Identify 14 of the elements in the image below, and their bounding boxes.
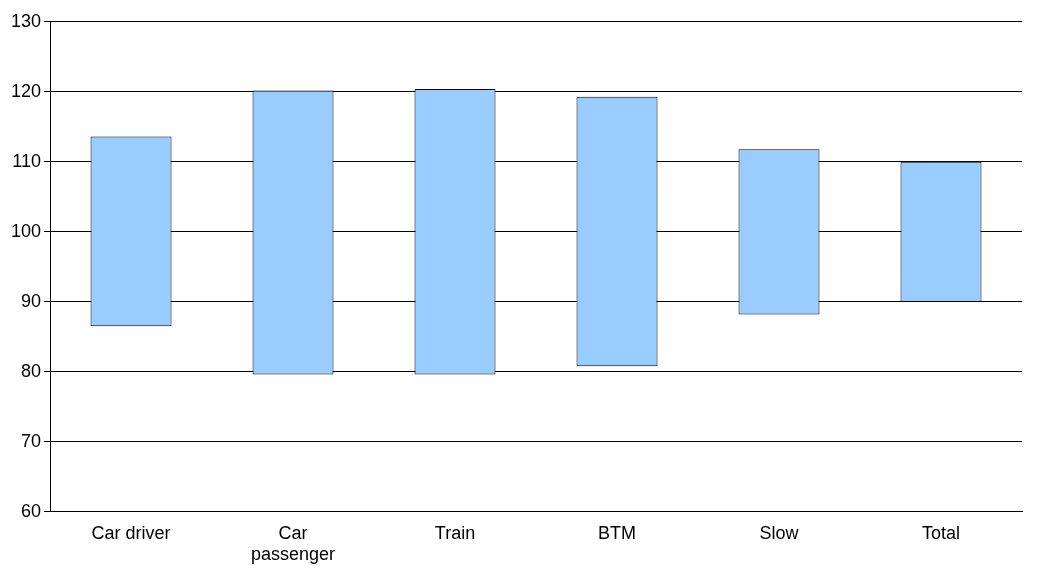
y-tick-label: 80 [21,360,42,381]
x-tick-label: Car driver [91,522,171,543]
x-tick-label: Train [434,522,476,543]
x-tick-label: BTM [598,522,637,543]
y-tick-label: 110 [12,150,42,171]
y-tick-label: 90 [21,290,42,311]
x-tick-label: Slow [759,522,800,543]
x-tick-label: Car passenger [250,522,336,565]
y-tick-label: 70 [21,430,42,451]
y-tick-label: 120 [10,80,42,101]
y-tick-label: 60 [21,500,42,521]
x-tick-label: Total [921,522,961,543]
y-tick-label: 130 [10,10,42,31]
y-tick-label: 100 [10,220,42,241]
